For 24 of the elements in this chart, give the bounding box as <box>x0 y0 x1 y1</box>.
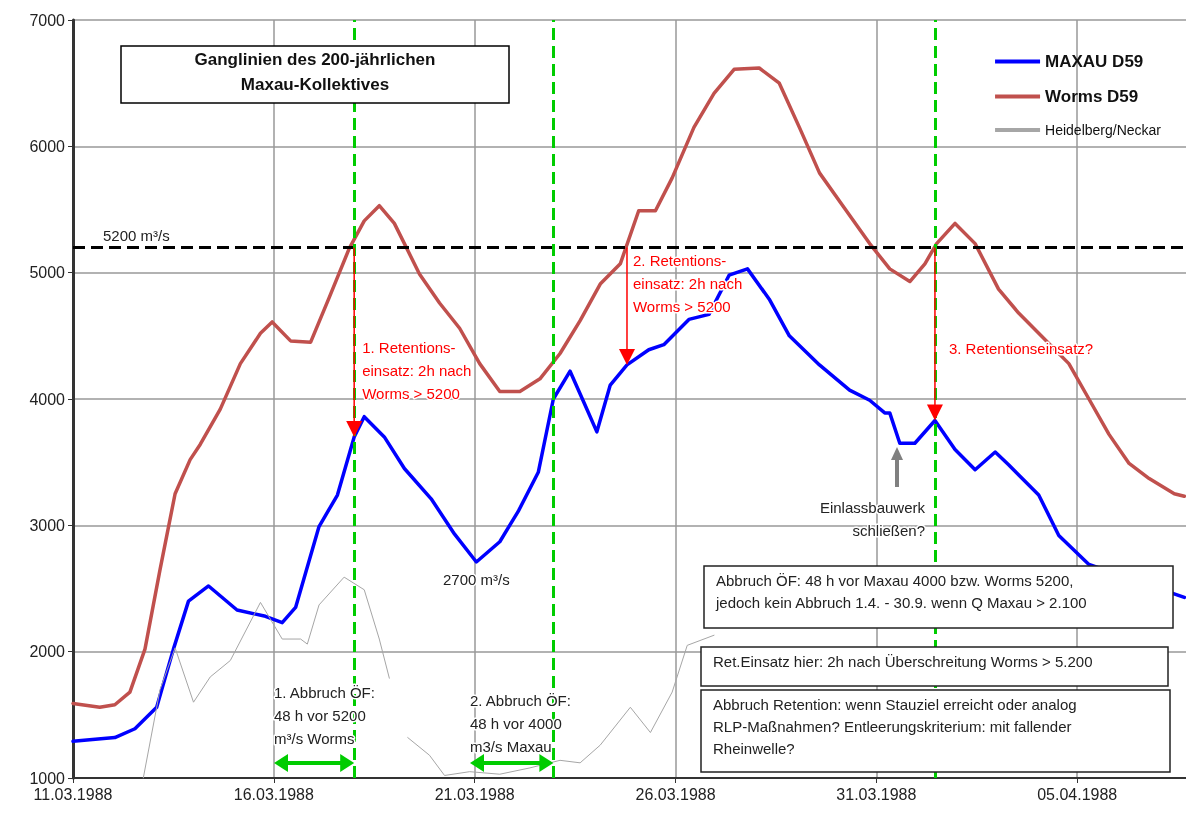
annotation: Einlassbauwerk schließen? <box>819 499 926 539</box>
x-tick-label: 05.04.1988 <box>1037 785 1118 803</box>
x-tick-label: 16.03.1988 <box>233 785 314 803</box>
x-tick-label: 11.03.1988 <box>33 785 113 803</box>
text: Ganglinien des 200-jährlichen Maxau-Kollektives <box>194 50 436 94</box>
x-tick-label: 26.03.1988 <box>635 785 716 803</box>
legend-label: Heidelberg/Neckar <box>1045 122 1162 138</box>
legend-label: MAXAU D59 <box>1045 52 1144 71</box>
annotation: Ret.Einsatz hier: 2h nach Überschreitung Worms > 5.200 <box>713 653 1093 670</box>
annotation: 1. Retentions- einsatz: 2h nach Worms > 5200 <box>362 338 472 402</box>
legend-label: Worms D59 <box>1045 87 1139 106</box>
y-tick-label: 6000 <box>29 137 66 155</box>
annotation: 2700 m³/s <box>443 570 510 588</box>
y-tick-label: 4000 <box>29 390 66 408</box>
y-tick-label: 7000 <box>29 11 66 29</box>
y-tick-label: 3000 <box>29 516 66 534</box>
ref-line-label: 5200 m³/s <box>103 227 170 245</box>
y-tick-label: 2000 <box>29 643 66 661</box>
annotation: Abbruch Retention: wenn Stauziel erreicht oder analog RLP-Maßnahmen? Entleerungskriterium: mit fallender Rheinwelle? <box>713 696 1077 757</box>
x-tick-label: 21.03.1988 <box>434 785 515 803</box>
y-tick-label: 5000 <box>29 264 66 282</box>
x-tick-label: 31.03.1988 <box>836 785 917 803</box>
annotation: Abbruch ÖF: 48 h vor Maxau 4000 bzw. Worms 5200, jedoch kein Abbruch 1.4. - 30.9. wenn Q Maxau > 2.100 <box>715 572 1087 611</box>
y-tick-label: 1000 <box>29 769 66 787</box>
